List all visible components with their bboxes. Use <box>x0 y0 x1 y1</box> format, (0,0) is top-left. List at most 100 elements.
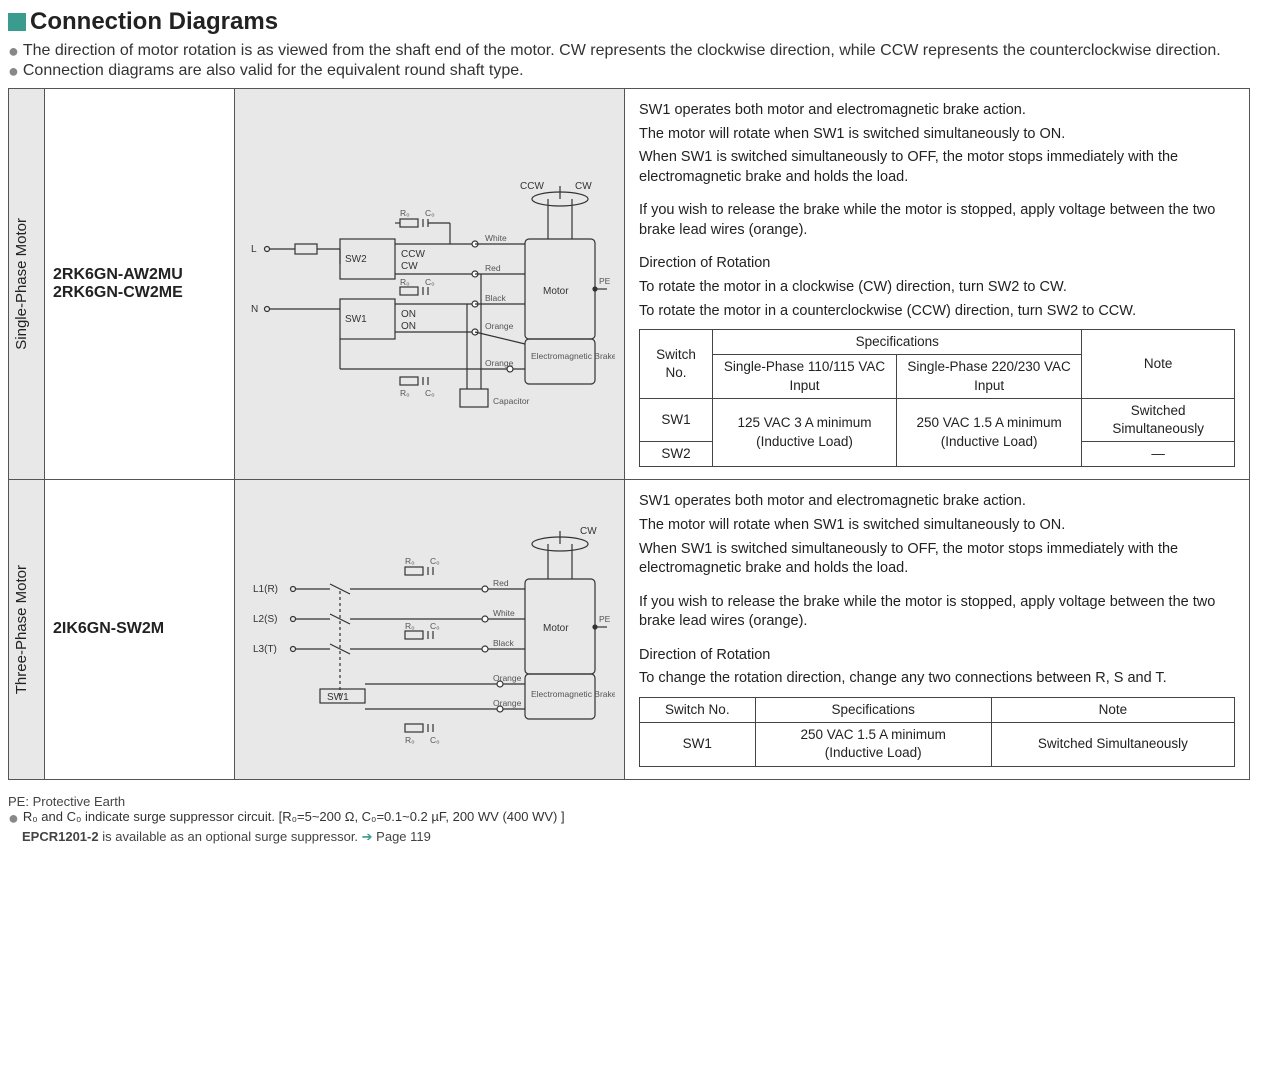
cell: 125 VAC 3 A minimum(Inductive Load) <box>713 398 897 467</box>
description-cell-single: SW1 operates both motor and electromagne… <box>625 89 1250 480</box>
svg-text:PE: PE <box>599 614 611 624</box>
svg-text:Red: Red <box>485 263 501 273</box>
diagram-cell-three: L1(R) L2(S) L3(T) SW1 R₀ C₀ R₀ C₀ R₀ C₀ … <box>235 480 625 779</box>
svg-text:White: White <box>493 608 515 618</box>
side-label: Three-Phase Motor <box>9 555 34 704</box>
diagram-cell-single: L N SW2 CCW CW SW1 ON ON R₀ C₀ R₀ C₀ R₀ … <box>235 89 625 480</box>
svg-text:CW: CW <box>401 261 418 272</box>
section-header: Connection Diagrams <box>8 8 1250 36</box>
cell: — <box>1082 442 1235 467</box>
svg-text:Black: Black <box>493 638 515 648</box>
model-cell: 2IK6GN-SW2M <box>45 480 235 779</box>
svg-text:Motor: Motor <box>543 623 569 634</box>
svg-text:Capacitor: Capacitor <box>493 396 530 406</box>
th-note: Note <box>991 697 1234 722</box>
intro-bullet-2: ● Connection diagrams are also valid for… <box>8 62 1250 80</box>
footnote-pe: PE: Protective Earth <box>8 794 1250 809</box>
svg-text:CW: CW <box>575 181 592 192</box>
single-phase-diagram: L N SW2 CCW CW SW1 ON ON R₀ C₀ R₀ C₀ R₀ … <box>245 144 615 424</box>
svg-text:ON: ON <box>401 321 416 332</box>
svg-text:C₀: C₀ <box>430 621 440 631</box>
epcr-text: is available as an optional surge suppre… <box>99 829 362 844</box>
th-s1: Single-Phase 110/115 VAC Input <box>713 355 897 398</box>
square-bullet-icon <box>8 13 26 31</box>
connection-table: Single-Phase Motor 2RK6GN-AW2MU 2RK6GN-C… <box>8 88 1250 780</box>
cell: Switched Simultaneously <box>991 723 1234 766</box>
footnote-rc-text: R₀ and C₀ indicate surge suppressor circ… <box>23 809 565 827</box>
cell: SW2 <box>640 442 713 467</box>
desc-p: If you wish to release the brake while t… <box>639 201 1235 240</box>
svg-text:ON: ON <box>401 309 416 320</box>
svg-text:SW2: SW2 <box>345 254 367 265</box>
svg-text:N: N <box>251 304 258 315</box>
svg-text:L3(T): L3(T) <box>253 644 277 655</box>
svg-text:Electromagnetic Brake: Electromagnetic Brake <box>531 351 615 361</box>
svg-text:C₀: C₀ <box>425 277 435 287</box>
svg-text:R₀: R₀ <box>405 621 415 631</box>
svg-text:C₀: C₀ <box>430 556 440 566</box>
row-three-phase: Three-Phase Motor 2IK6GN-SW2M L1(R) L2(S… <box>9 480 1250 779</box>
arrow-icon: ➔ <box>362 829 373 844</box>
svg-text:PE: PE <box>599 276 611 286</box>
cell: 250 VAC 1.5 A minimum(Inductive Load) <box>755 723 991 766</box>
svg-text:SW1: SW1 <box>345 314 367 325</box>
cell: 250 VAC 1.5 A minimum(Inductive Load) <box>896 398 1081 467</box>
svg-text:L: L <box>251 244 257 255</box>
svg-text:CCW: CCW <box>520 181 544 192</box>
desc-p: Direction of Rotation <box>639 646 1235 666</box>
row-single-phase: Single-Phase Motor 2RK6GN-AW2MU 2RK6GN-C… <box>9 89 1250 480</box>
cell: SW1 <box>640 723 756 766</box>
svg-text:CW: CW <box>580 526 597 537</box>
svg-text:SW1: SW1 <box>327 692 349 703</box>
svg-text:Orange: Orange <box>485 321 514 331</box>
svg-text:White: White <box>485 233 507 243</box>
desc-p: If you wish to release the brake while t… <box>639 593 1235 632</box>
side-label-cell: Single-Phase Motor <box>9 89 45 480</box>
desc-p: SW1 operates both motor and electromagne… <box>639 101 1235 121</box>
th-note: Note <box>1082 330 1235 399</box>
model-number-1: 2RK6GN-AW2MU <box>53 266 226 284</box>
bullet-dot-icon: ● <box>8 42 19 60</box>
bullet-dot-icon: ● <box>8 809 19 827</box>
bullet-dot-icon: ● <box>8 62 19 80</box>
th-s2: Single-Phase 220/230 VAC Input <box>896 355 1081 398</box>
svg-text:Electromagnetic Brake: Electromagnetic Brake <box>531 689 615 699</box>
svg-text:C₀: C₀ <box>425 388 435 398</box>
svg-text:Motor: Motor <box>543 286 569 297</box>
svg-text:L2(S): L2(S) <box>253 614 277 625</box>
svg-text:Black: Black <box>485 293 507 303</box>
svg-text:R₀: R₀ <box>400 277 410 287</box>
svg-text:Orange: Orange <box>493 673 522 683</box>
model-number: 2IK6GN-SW2M <box>53 620 226 638</box>
intro-text-2: Connection diagrams are also valid for t… <box>23 62 1250 80</box>
footnote-rc: ● R₀ and C₀ indicate surge suppressor ci… <box>8 809 1250 827</box>
model-number-2: 2RK6GN-CW2ME <box>53 284 226 302</box>
svg-text:Red: Red <box>493 578 509 588</box>
cell: Switched Simultaneously <box>1082 398 1235 441</box>
three-phase-diagram: L1(R) L2(S) L3(T) SW1 R₀ C₀ R₀ C₀ R₀ C₀ … <box>245 499 615 759</box>
cell: SW1 <box>640 398 713 441</box>
th-switch: Switch No. <box>640 330 713 399</box>
description-cell-three: SW1 operates both motor and electromagne… <box>625 480 1250 779</box>
svg-text:CCW: CCW <box>401 249 425 260</box>
page-ref: Page 119 <box>373 829 431 844</box>
svg-text:R₀: R₀ <box>400 388 410 398</box>
intro-text-1: The direction of motor rotation is as vi… <box>23 42 1250 60</box>
th-spec: Specifications <box>713 330 1082 355</box>
svg-text:Orange: Orange <box>485 358 514 368</box>
footnote-epcr: EPCR1201-2 is available as an optional s… <box>22 829 1250 845</box>
desc-p: The motor will rotate when SW1 is switch… <box>639 516 1235 536</box>
th-switch: Switch No. <box>640 697 756 722</box>
side-label-cell: Three-Phase Motor <box>9 480 45 779</box>
svg-text:R₀: R₀ <box>405 556 415 566</box>
side-label: Single-Phase Motor <box>9 208 34 360</box>
svg-text:C₀: C₀ <box>425 208 435 218</box>
svg-text:C₀: C₀ <box>430 735 440 745</box>
desc-p: Direction of Rotation <box>639 254 1235 274</box>
th-spec: Specifications <box>755 697 991 722</box>
svg-text:R₀: R₀ <box>405 735 415 745</box>
desc-p: To rotate the motor in a clockwise (CW) … <box>639 278 1235 298</box>
spec-table-three: Switch No. Specifications Note SW1 250 V… <box>639 697 1235 767</box>
desc-p: To rotate the motor in a counterclockwis… <box>639 302 1235 322</box>
section-title: Connection Diagrams <box>30 8 278 36</box>
